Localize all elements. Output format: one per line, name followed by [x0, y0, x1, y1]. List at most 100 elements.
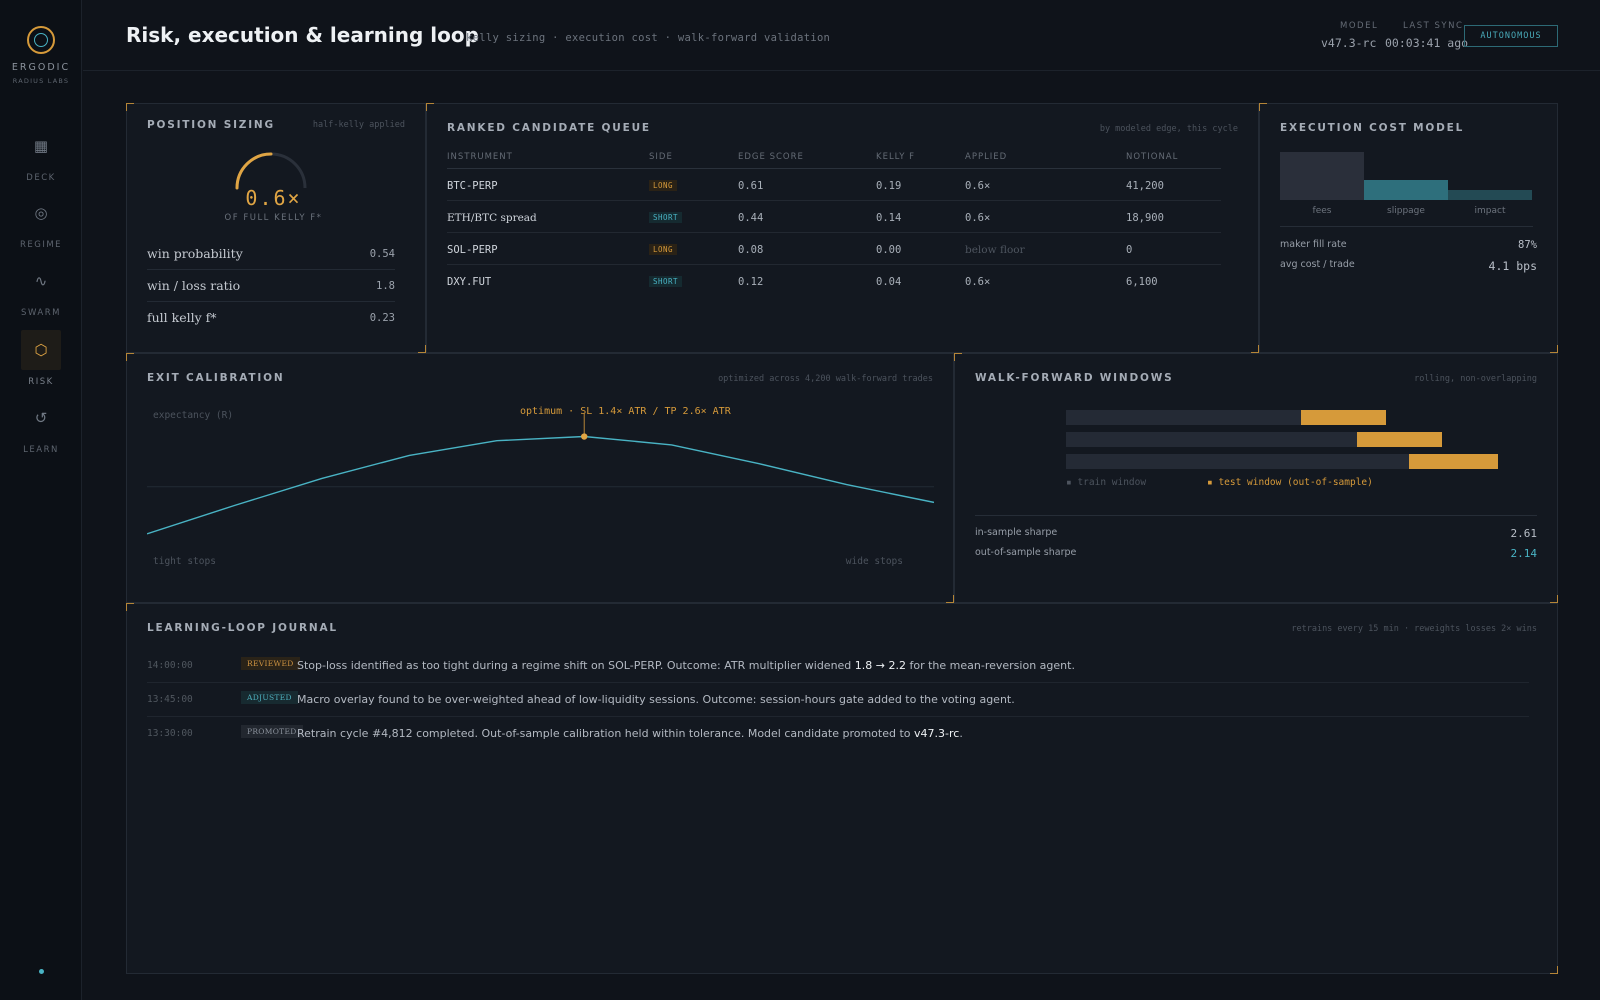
column-header-instrument[interactable]: INSTRUMENT	[447, 152, 513, 162]
learning-journal-panel: LEARNING-LOOP JOURNAL retrains every 15 …	[126, 603, 1558, 974]
autonomous-mode-button[interactable]: AUTONOMOUS	[1464, 25, 1558, 47]
maker-fill-value: 87%	[1518, 239, 1537, 251]
tight-stops-label: tight stops	[153, 556, 216, 567]
panel-title: WALK-FORWARD WINDOWS	[975, 372, 1174, 384]
page-header: Risk, execution & learning loop kelly si…	[83, 0, 1600, 71]
walk-forward-panel: WALK-FORWARD WINDOWS rolling, non-overla…	[954, 353, 1558, 603]
position-sizing-panel: POSITION SIZING half-kelly applied 0.6× …	[126, 103, 426, 353]
entry-time: 14:00:00	[147, 660, 193, 671]
oos-value: 2.14	[1510, 547, 1538, 560]
train-window-bar	[1066, 410, 1301, 425]
nav-label: LEARN	[23, 445, 59, 455]
column-header-applied[interactable]: APPLIED	[965, 152, 1008, 162]
instrument-cell: BTC-PERP	[447, 180, 498, 192]
notional-cell: 6,100	[1126, 276, 1158, 288]
kelly-cell: 0.14	[876, 212, 902, 224]
cost-label-impact: impact	[1474, 206, 1506, 216]
exit-calibration-panel: EXIT CALIBRATION optimized across 4,200 …	[126, 353, 954, 603]
brand-logo-icon	[27, 26, 55, 54]
cost-bar-slippage	[1364, 179, 1448, 200]
table-row[interactable]: ETH/BTC spread SHORT 0.44 0.14 0.6× 18,9…	[447, 201, 1221, 233]
kelly-cell: 0.19	[876, 180, 902, 192]
panel-note: by modeled edge, this cycle	[1099, 124, 1238, 134]
instrument-cell: SOL-PERP	[447, 244, 498, 256]
entry-tag: REVIEWED	[241, 657, 300, 670]
in-sample-value: 2.61	[1510, 527, 1538, 540]
table-row[interactable]: SOL-PERP LONG 0.08 0.00 below floor 0	[447, 233, 1221, 265]
side-badge: LONG	[649, 244, 678, 255]
panel-title: EXIT CALIBRATION	[147, 372, 285, 384]
hexagon-icon: ⬡	[21, 330, 61, 370]
brand-subtitle: RADIUS LABS	[12, 77, 70, 85]
panel-note: retrains every 15 min · reweights losses…	[1291, 624, 1537, 634]
notional-cell: 0	[1126, 244, 1133, 256]
applied-cell: below floor	[965, 244, 1025, 256]
model-label: MODEL	[1340, 21, 1379, 31]
stat-row: full kelly f* 0.23	[147, 302, 395, 334]
entry-text: Macro overlay found to be over-weighted …	[297, 693, 1015, 706]
entry-time: 13:45:00	[147, 694, 193, 705]
legend-train: ▪ train window	[1066, 477, 1147, 488]
column-header-side[interactable]: SIDE	[649, 152, 673, 162]
nav-label: REGIME	[19, 240, 63, 250]
page-subtitle: kelly sizing · execution cost · walk-for…	[466, 32, 831, 44]
calibration-chart	[147, 414, 934, 535]
kelly-caption: OF FULL KELLY F*	[224, 213, 323, 223]
nav-item-risk[interactable]: ⬡ RISK	[0, 330, 82, 392]
oos-label: out-of-sample sharpe	[975, 547, 1077, 558]
cost-label-slippage: slippage	[1387, 206, 1425, 216]
table-row[interactable]: DXY.FUT SHORT 0.12 0.04 0.6× 6,100	[447, 265, 1221, 297]
pulse-line-icon: ∿	[34, 272, 48, 290]
legend-test: ▪ test window (out-of-sample)	[1207, 477, 1373, 488]
stat-value: 1.8	[376, 280, 395, 292]
model-value: v47.3-rc	[1321, 36, 1377, 50]
entry-highlight: 1.8 → 2.2	[854, 659, 906, 672]
last-sync-value: 00:03:41 ago	[1385, 36, 1469, 50]
optimum-annotation: optimum · SL 1.4× ATR / TP 2.6× ATR	[520, 406, 731, 417]
journal-entry: 13:45:00 ADJUSTED Macro overlay found to…	[147, 683, 1529, 717]
maker-fill-label: maker fill rate	[1280, 239, 1347, 250]
stat-label: full kelly f*	[147, 310, 217, 325]
train-window-bar	[1066, 454, 1410, 469]
execution-cost-panel: EXECUTION COST MODEL fees slippage impac…	[1259, 103, 1558, 353]
column-header-edge-score[interactable]: EDGE SCORE	[738, 152, 804, 162]
edge-cell: 0.61	[738, 180, 764, 192]
in-sample-label: in-sample sharpe	[975, 527, 1058, 538]
nav-item-learn[interactable]: ↺ LEARN	[0, 398, 82, 460]
stat-row: win / loss ratio 1.8	[147, 270, 395, 302]
avg-cost-value: 4.1 bps	[1488, 259, 1537, 273]
grid-icon: ▦	[33, 137, 49, 155]
stat-label: win / loss ratio	[147, 278, 241, 293]
nav-label: SWARM	[21, 308, 61, 318]
last-sync-label: LAST SYNC	[1403, 21, 1464, 31]
journal-entry: 14:00:00 REVIEWED Stop-loss identified a…	[147, 649, 1529, 683]
target-icon: ◎	[34, 204, 48, 222]
test-window-bar	[1301, 410, 1386, 425]
panel-title: LEARNING-LOOP JOURNAL	[147, 622, 338, 634]
entry-text: Retrain cycle #4,812 completed. Out-of-s…	[297, 727, 963, 740]
entry-text: Stop-loss identified as too tight during…	[297, 659, 1075, 672]
panel-note: rolling, non-overlapping	[1414, 374, 1537, 384]
entry-time: 13:30:00	[147, 728, 193, 739]
applied-cell: 0.6×	[965, 276, 991, 288]
column-header-kelly-f[interactable]: KELLY F	[876, 152, 916, 162]
wide-stops-label: wide stops	[845, 556, 903, 567]
nav-item-deck[interactable]: ▦ DECK	[0, 126, 82, 188]
entry-highlight: v47.3-rc	[914, 727, 960, 740]
notional-cell: 41,200	[1126, 180, 1164, 192]
expectancy-line	[147, 435, 934, 535]
notional-cell: 18,900	[1126, 212, 1164, 224]
column-header-notional[interactable]: NOTIONAL	[1126, 152, 1179, 162]
optimum-point	[581, 433, 588, 440]
applied-cell: 0.6×	[965, 212, 991, 224]
kelly-gauge	[235, 152, 307, 190]
table-row[interactable]: BTC-PERP LONG 0.61 0.19 0.6× 41,200	[447, 169, 1221, 201]
nav-item-regime[interactable]: ◎ REGIME	[0, 193, 82, 255]
applied-cell: 0.6×	[965, 180, 991, 192]
panel-title: RANKED CANDIDATE QUEUE	[447, 122, 651, 134]
nav-item-swarm[interactable]: ∿ SWARM	[0, 261, 82, 323]
side-badge: LONG	[649, 180, 678, 191]
entry-tag: ADJUSTED	[241, 691, 298, 704]
instrument-cell: ETH/BTC spread	[447, 212, 537, 224]
edge-cell: 0.44	[738, 212, 764, 224]
